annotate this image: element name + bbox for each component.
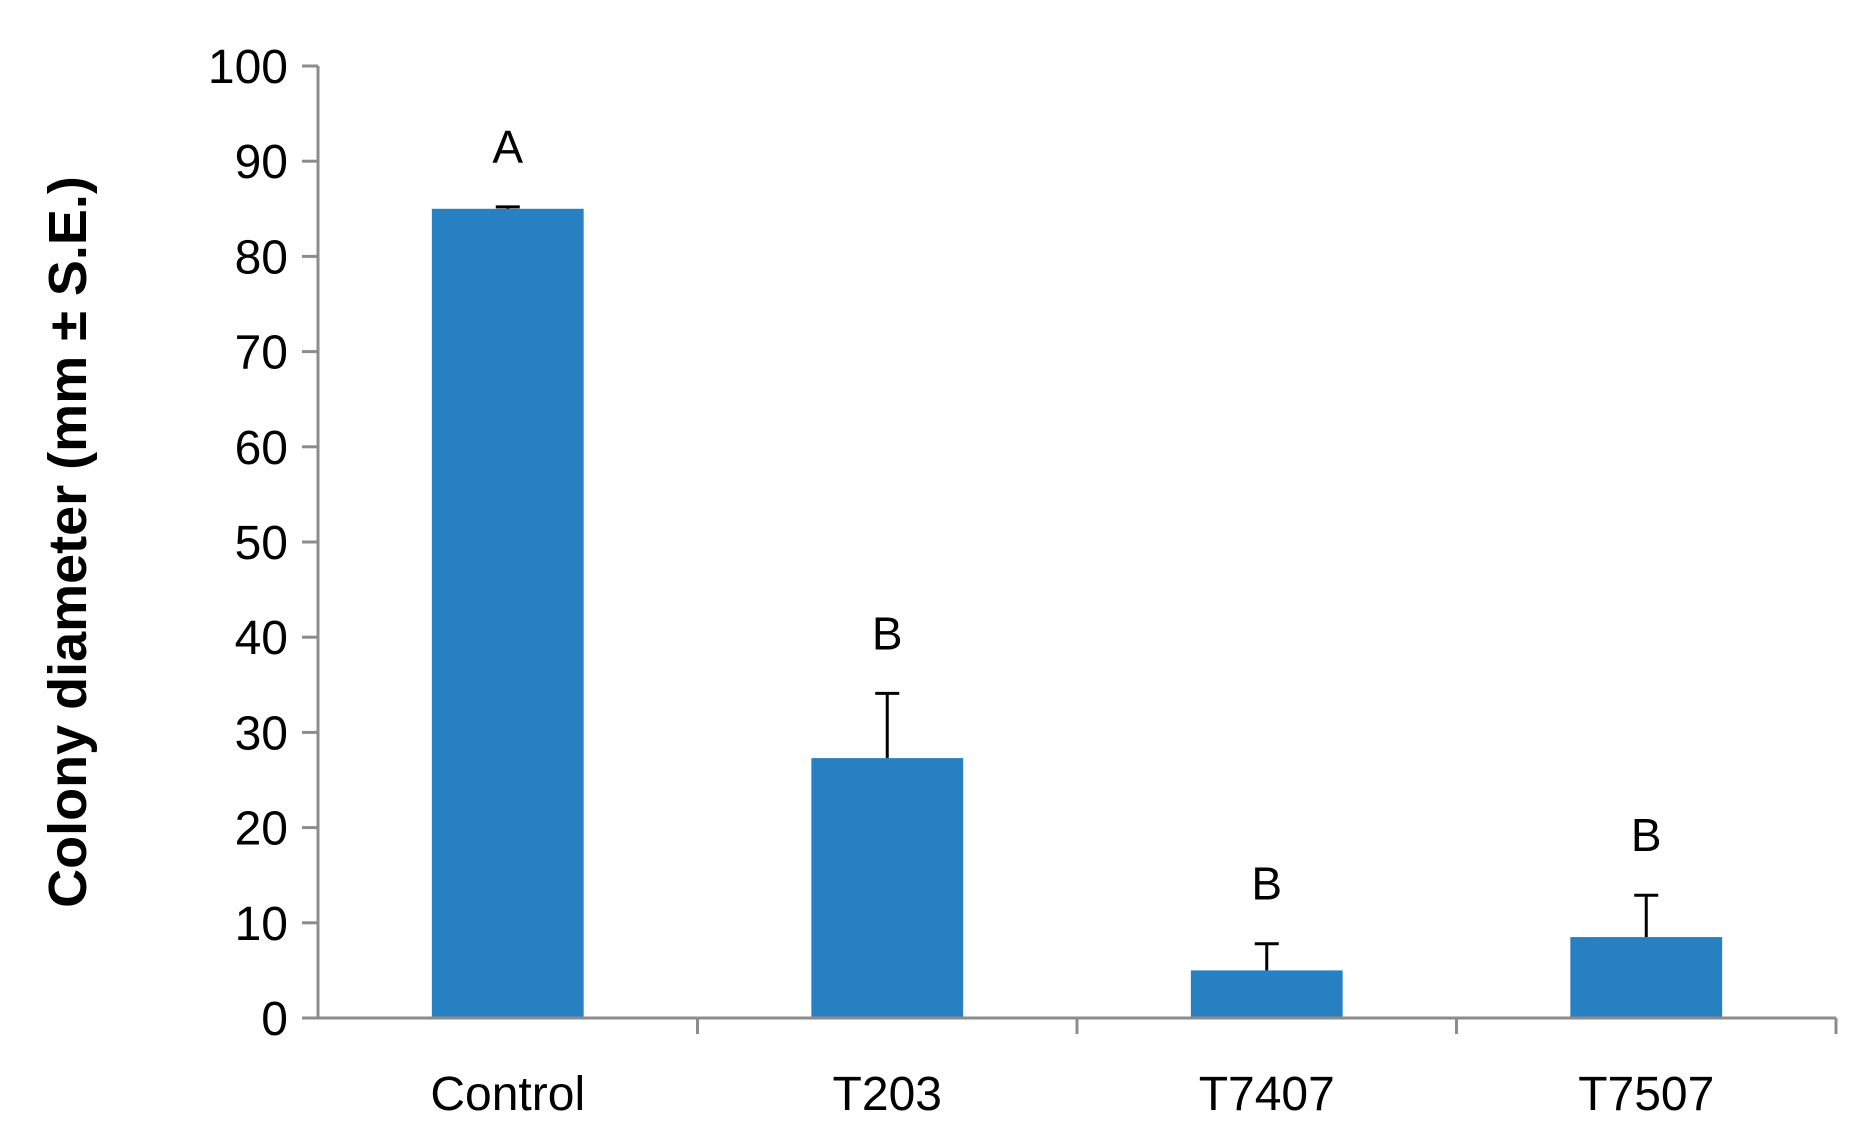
bars-group [431,208,1723,1019]
bar-t7507 [1570,937,1723,1018]
y-axis-label: Colony diameter (mm ± S.E.) [38,176,98,908]
bar-control [431,208,584,1019]
axes-group [316,66,1838,1034]
y-tick-group: 0 10 20 30 40 50 60 70 80 90 100 [208,41,318,1046]
y-tick-label: 30 [235,707,288,760]
x-tick-label: Control [430,1068,585,1121]
significance-label: B [872,607,903,659]
significance-label: A [492,121,523,173]
y-tick-label: 50 [235,517,288,570]
y-axis-title-group: Colony diameter (mm ± S.E.) [38,176,98,908]
x-tick-label: T203 [833,1068,942,1121]
y-tick-label: 60 [235,422,288,475]
significance-label: B [1631,809,1662,861]
y-tick-label: 100 [208,41,288,94]
y-tick-label: 20 [235,803,288,856]
error-bars-group [495,205,1659,971]
y-tick-label: 70 [235,327,288,380]
bar-t7407 [1190,970,1343,1018]
y-tick-label: 10 [235,898,288,951]
y-tick-label: 0 [261,993,288,1046]
x-tick-label: T7507 [1578,1068,1714,1121]
x-tick-label: T7407 [1199,1068,1335,1121]
x-tick-labels-group: Control T203 T7407 T7507 [430,1068,1714,1121]
significance-label: B [1251,858,1282,910]
y-tick-label: 90 [235,136,288,189]
significance-labels-group: A B B B [492,121,1661,910]
bar-t203 [811,758,964,1018]
y-tick-label: 80 [235,231,288,284]
y-tick-label: 40 [235,612,288,665]
